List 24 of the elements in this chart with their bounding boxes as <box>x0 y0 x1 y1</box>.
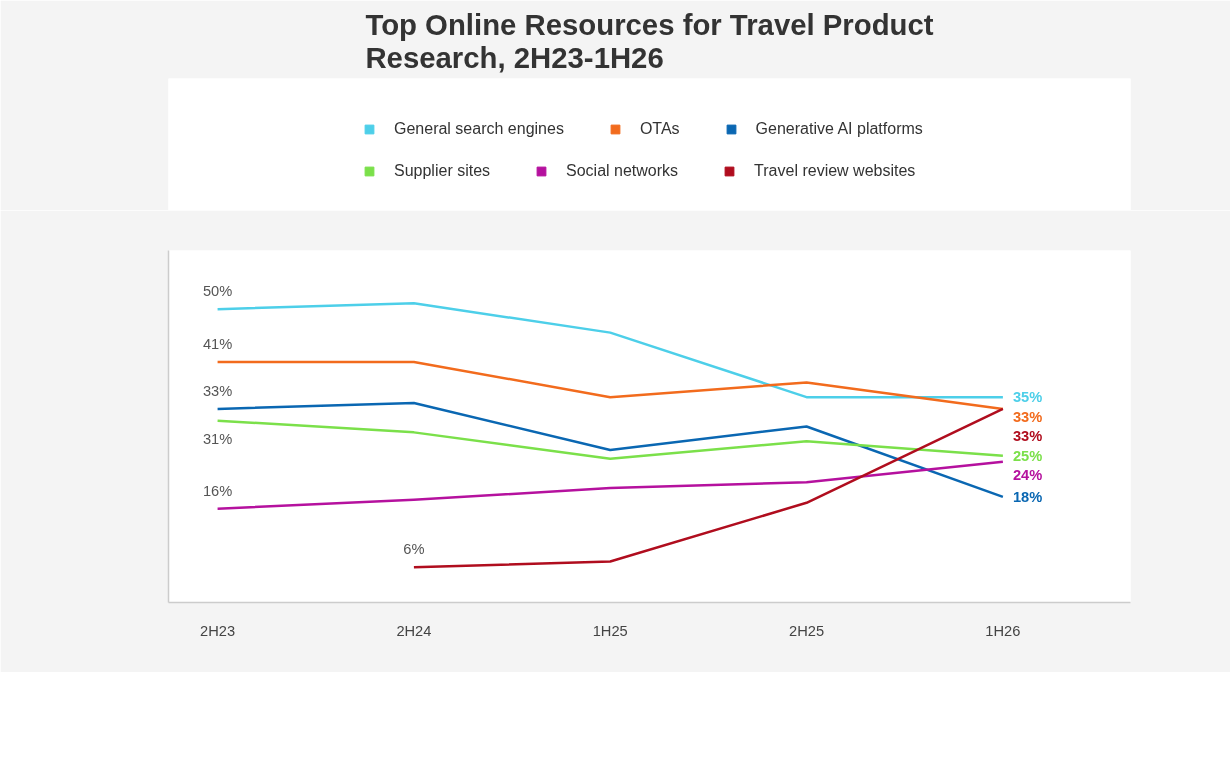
data-label: 25% <box>1012 447 1043 464</box>
x-tick-label: 1H26 <box>985 622 1021 639</box>
x-tick-label: 2H25 <box>789 622 825 639</box>
data-label: 6% <box>403 541 425 558</box>
data-label: 24% <box>1012 467 1043 484</box>
data-label: 41% <box>202 335 233 352</box>
legend-label: Generative AI platforms <box>755 120 923 138</box>
chart-title: Top Online Resources for Travel Product Research, 2H23-1H26 <box>365 7 934 74</box>
data-label: 33% <box>202 382 233 399</box>
data-label: 35% <box>1012 389 1043 406</box>
data-label: 16% <box>202 482 233 499</box>
legend-label: OTAs <box>639 120 680 138</box>
x-tick-label: 1H25 <box>592 622 628 639</box>
data-label: 33% <box>1012 408 1043 425</box>
data-label: 50% <box>202 283 233 300</box>
legend-label: General search engines <box>394 120 564 138</box>
data-label: 18% <box>1012 488 1043 505</box>
x-tick-label: 2H23 <box>200 622 236 639</box>
data-label: 33% <box>1012 427 1043 444</box>
x-tick-label: 2H24 <box>396 622 432 639</box>
data-label: 31% <box>202 430 233 447</box>
legend-label: Supplier sites <box>394 162 491 180</box>
legend-label: Travel review websites <box>754 162 916 180</box>
legend-label: Social networks <box>566 162 679 180</box>
